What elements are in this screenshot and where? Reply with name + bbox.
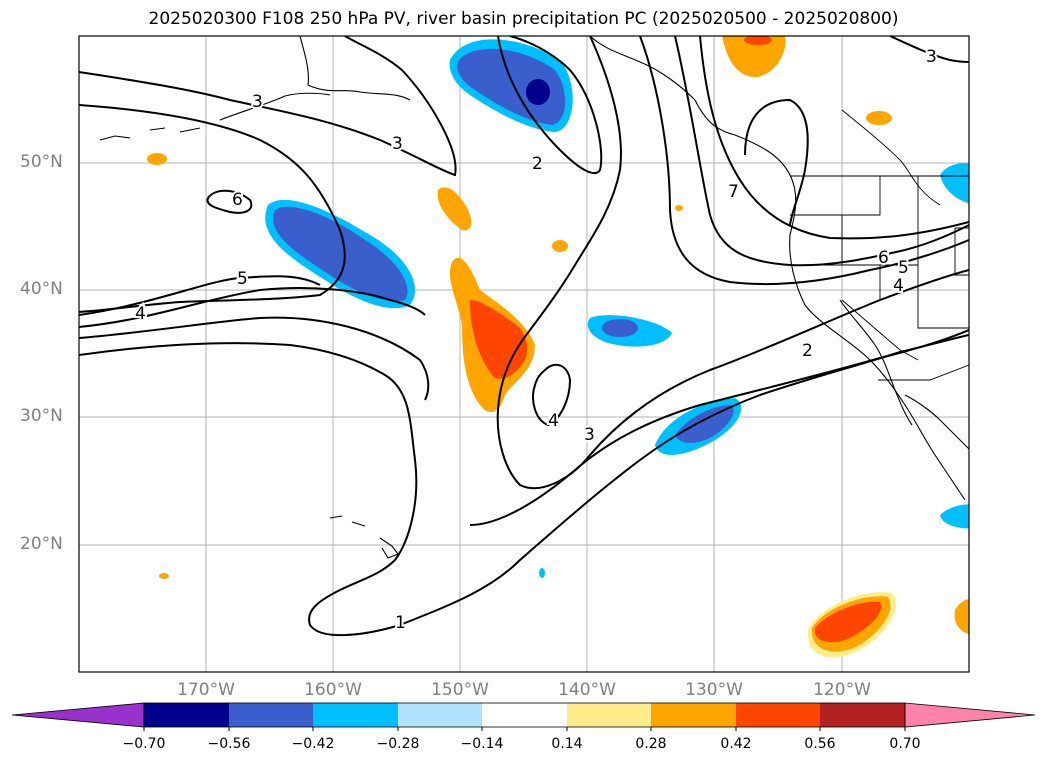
colorbar-tick-label: −0.14 bbox=[460, 736, 504, 752]
colorbar-segment bbox=[736, 703, 820, 727]
negative-anomaly-gulf-alaska bbox=[449, 39, 573, 132]
colorbar-extend-low bbox=[11, 702, 145, 728]
positive-anomaly-north-core bbox=[744, 36, 772, 45]
colorbar-segment bbox=[567, 703, 651, 727]
colorbar-segment bbox=[482, 703, 567, 727]
contour-label: 6 bbox=[232, 190, 243, 210]
map-title: 2025020300 F108 250 hPa PV, river basin … bbox=[148, 9, 899, 29]
positive-anomaly-south bbox=[807, 592, 896, 658]
positive-anomaly-small-1 bbox=[147, 153, 167, 165]
gridlines bbox=[79, 36, 969, 672]
lat-label-40n: 40°N bbox=[20, 279, 63, 299]
colorbar-frame bbox=[143, 702, 906, 728]
contour-label: 5 bbox=[237, 269, 248, 289]
colorbar-tick-label: 0.28 bbox=[635, 736, 667, 752]
contour-label: 3 bbox=[926, 47, 937, 67]
lon-label-120w: 120°W bbox=[813, 680, 871, 700]
colorbar-tick-label: 0.14 bbox=[551, 736, 583, 752]
lon-label-130w: 130°W bbox=[685, 680, 743, 700]
colorbar-segment bbox=[313, 703, 398, 727]
contour-label: 3 bbox=[584, 425, 595, 445]
positive-anomaly-central bbox=[449, 257, 535, 413]
contour-label: 4 bbox=[548, 411, 559, 431]
borders bbox=[790, 109, 969, 381]
lat-label-50n: 50°N bbox=[20, 152, 63, 172]
precip-shading bbox=[147, 36, 969, 658]
coastlines bbox=[99, 36, 969, 559]
positive-anomaly-east-edge bbox=[954, 599, 969, 635]
pv-contours bbox=[79, 36, 969, 637]
colorbar bbox=[11, 702, 1036, 731]
negative-anomaly-central-pacific bbox=[265, 199, 416, 309]
positive-anomaly-north bbox=[722, 36, 786, 78]
map-frame bbox=[78, 35, 970, 673]
positive-anomaly-hawaii-north bbox=[437, 187, 472, 231]
positive-anomaly-small-3 bbox=[866, 111, 892, 125]
contour-labels: 3 3 2 6 5 4 7 6 5 4 2 4 3 1 3 bbox=[133, 45, 939, 635]
contour-label: 6 bbox=[878, 248, 889, 268]
colorbar-extend-high bbox=[904, 702, 1036, 728]
colorbar-tick-label: 0.42 bbox=[720, 736, 752, 752]
lon-label-160w: 160°W bbox=[304, 680, 362, 700]
colorbar-tick-label: −0.56 bbox=[207, 736, 251, 752]
colorbar-segment bbox=[144, 703, 229, 727]
contour-label: 1 bbox=[395, 613, 406, 633]
colorbar-segment bbox=[651, 703, 736, 727]
colorbar-tick-label: 0.56 bbox=[804, 736, 836, 752]
colorbar-tick-label: −0.70 bbox=[122, 736, 166, 752]
colorbar-segment bbox=[820, 703, 905, 727]
contour-label: 5 bbox=[898, 258, 909, 278]
positive-anomaly-small-5 bbox=[159, 573, 169, 579]
contour-label: 4 bbox=[893, 276, 904, 296]
contour-label: 2 bbox=[532, 154, 543, 174]
colorbar-tick-label: −0.28 bbox=[376, 736, 420, 752]
contour-label: 3 bbox=[392, 134, 403, 154]
colorbar-tick-label: 0.70 bbox=[889, 736, 921, 752]
lat-label-20n: 20°N bbox=[20, 534, 63, 554]
colorbar-segment bbox=[398, 703, 482, 727]
colorbar-segment bbox=[229, 703, 313, 727]
lat-label-30n: 30°N bbox=[20, 406, 63, 426]
lon-label-150w: 150°W bbox=[431, 680, 489, 700]
contour-label: 2 bbox=[802, 341, 813, 361]
positive-anomaly-small-4 bbox=[675, 205, 683, 211]
negative-anomaly-washington bbox=[940, 163, 969, 204]
contour-label: 3 bbox=[252, 92, 263, 112]
colorbar-tick-label: −0.42 bbox=[291, 736, 335, 752]
contour-label: 7 bbox=[728, 182, 739, 202]
positive-anomaly-small-2 bbox=[552, 240, 568, 252]
lon-label-170w: 170°W bbox=[177, 680, 235, 700]
lon-label-140w: 140°W bbox=[558, 680, 616, 700]
contour-label: 4 bbox=[135, 304, 146, 324]
negative-anomaly-small bbox=[539, 568, 545, 578]
negative-anomaly-baja bbox=[940, 504, 969, 529]
